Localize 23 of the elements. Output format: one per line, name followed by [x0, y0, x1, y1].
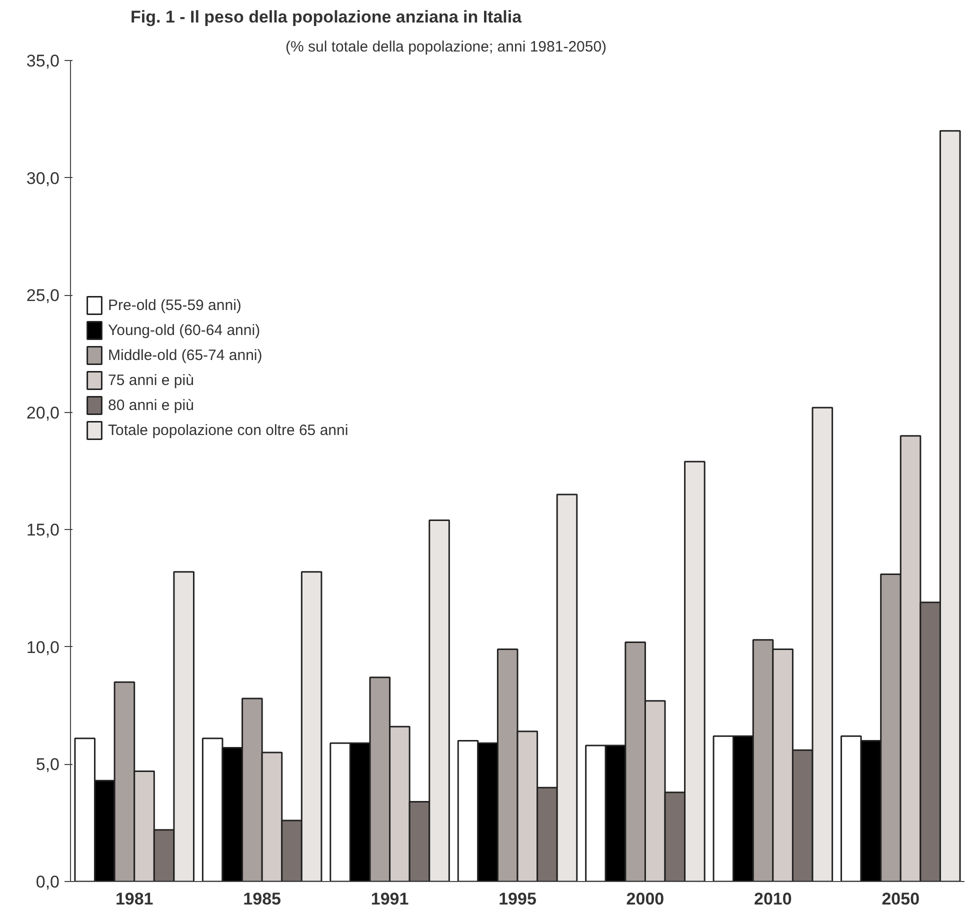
- y-tick-label: 25,0: [26, 286, 60, 306]
- legend-label: Pre-old (55-59 anni): [108, 296, 242, 314]
- x-tick-label: 2000: [626, 890, 664, 908]
- y-tick-label: 20,0: [26, 403, 60, 422]
- chart-subtitle: (% sul totale della popolazione; anni 1981-2050): [286, 38, 607, 56]
- legend-label: 80 anni e più: [108, 396, 194, 414]
- y-tick-label: 10,0: [26, 638, 60, 657]
- legend-label: Young-old (60-64 anni): [108, 322, 260, 338]
- y-tick-label: 35,0: [26, 52, 60, 70]
- y-tick-label: 0,0: [36, 872, 60, 892]
- legend-label: Totale popolazione con oltre 65 anni: [108, 422, 348, 438]
- y-tick-label: 15,0: [26, 520, 60, 540]
- y-tick-label: 5,0: [36, 755, 60, 774]
- chart-title: Fig. 1 - Il peso della popolazione anziana in Italia: [130, 8, 522, 26]
- y-tick-label: 30,0: [26, 168, 60, 188]
- x-tick-label: 1991: [370, 890, 409, 908]
- x-tick-label: 1981: [115, 890, 154, 908]
- x-tick-label: 1985: [243, 890, 281, 908]
- legend-label: Middle-old (65-74 anni): [108, 346, 262, 364]
- x-tick-label: 1995: [498, 890, 536, 908]
- x-tick-label: 2050: [882, 890, 920, 908]
- x-tick-label: 2010: [754, 890, 792, 908]
- legend-label: 75 anni e più: [108, 372, 194, 388]
